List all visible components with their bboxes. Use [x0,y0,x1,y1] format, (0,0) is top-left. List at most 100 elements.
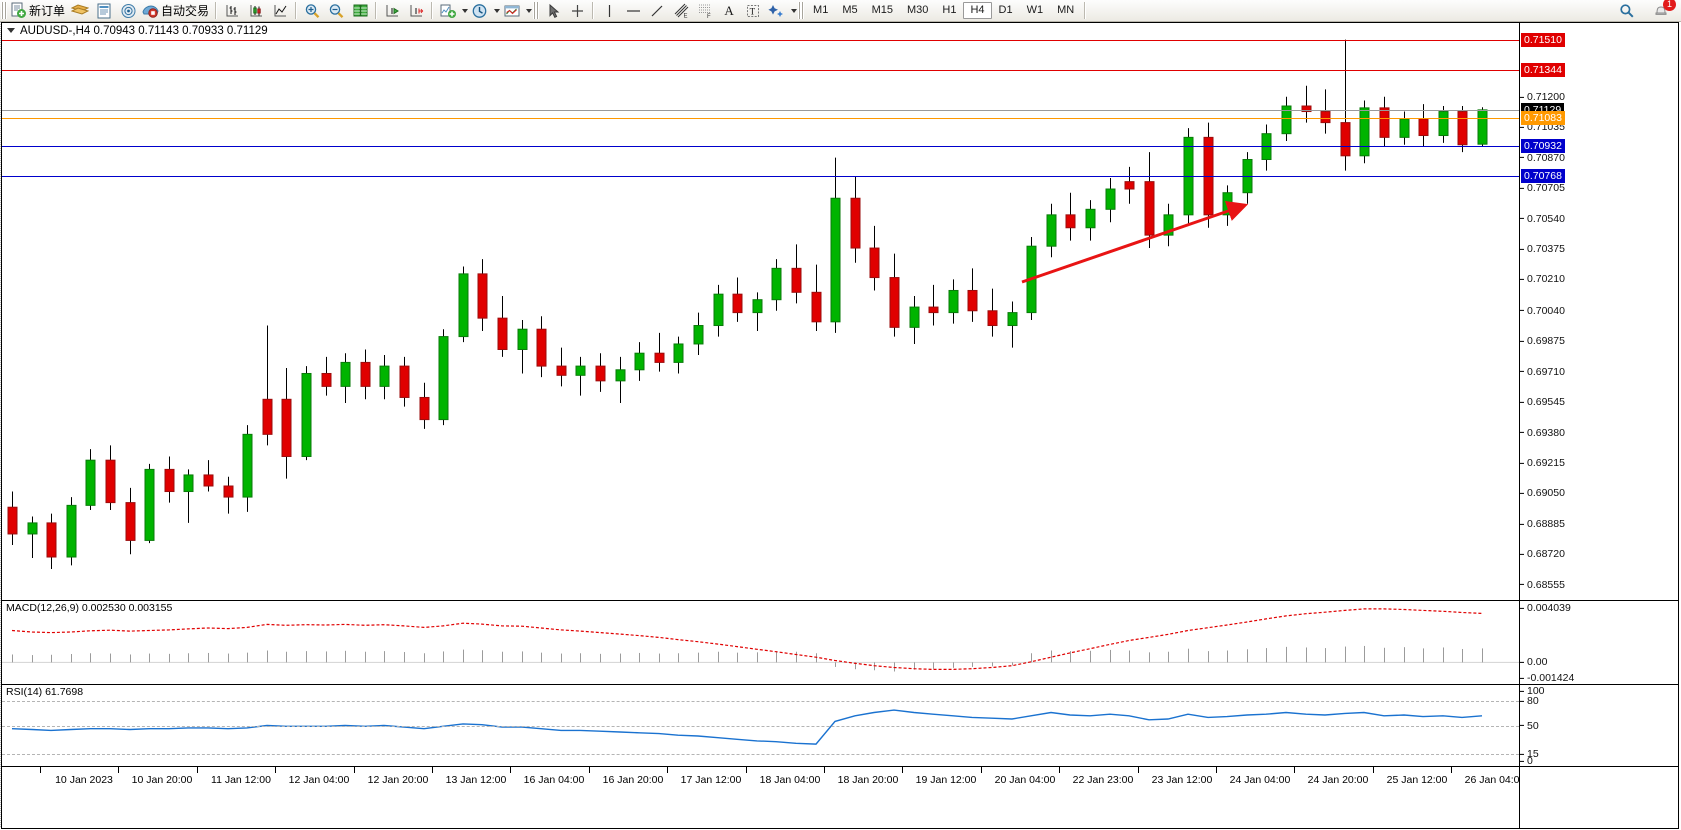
toolbar-separator [295,2,298,19]
equidistant-channel-icon: E [674,3,689,19]
crosshair-button[interactable] [565,1,589,20]
macd-scale[interactable]: 0.004039 0.00 -0.001424 [1519,601,1678,684]
rsi-tick: 0 [1520,755,1533,766]
macd-pane: 0.004039 0.00 -0.001424 MACD(12,26,9) 0.00… [2,601,1678,685]
objects-dropdown-arrow[interactable] [791,8,798,13]
new-order-icon [11,2,26,18]
rsi-scale[interactable]: 100 80 50 15 0 [1519,685,1678,766]
time-tick [432,767,433,773]
chart-title: AUDUSD-,H4 0.70943 0.71143 0.70933 0.711… [7,25,268,37]
timeframe-m5[interactable]: M5 [842,4,858,16]
rsi-series [11,709,1483,745]
zoom-out-button[interactable] [324,1,348,20]
timeframe-m1[interactable]: M1 [813,4,829,16]
macd-tick: 0.00 [1520,656,1547,668]
bar-chart-button[interactable] [220,1,244,20]
price-tag-support[interactable]: 0.70932 [1521,139,1565,154]
navigator-button[interactable] [116,1,140,20]
alert-button[interactable]: 1 [1649,0,1676,20]
level-line-support[interactable] [2,146,1519,148]
indicators-button[interactable] [436,1,460,20]
candlestick-chart-button[interactable] [244,1,268,20]
timeframe-w1[interactable]: W1 [1026,4,1044,16]
indicators-icon [440,4,457,18]
level-line-resistance[interactable] [2,39,1519,41]
shift-end-button[interactable] [380,1,404,20]
autotrading-icon [142,4,159,18]
timeframe-m30[interactable]: M30 [907,4,929,16]
vline-button[interactable] [597,1,621,20]
price-scale[interactable]: 0.71200 0.71035 0.70870 0.70705 0.70540 0.703… [1519,23,1678,600]
cursor-icon [549,3,559,18]
search-button[interactable] [1615,1,1639,20]
text-button[interactable]: A [717,1,741,20]
indicators-dropdown-arrow[interactable] [462,8,469,13]
price-tick: 0.70040 [1520,305,1565,317]
tile-windows-icon [353,4,368,16]
toolbar-grip[interactable] [1,2,7,19]
new-order-button[interactable]: 新订单 [9,1,68,20]
time-axis[interactable]: 10 Jan 2023 10 Jan 20:00 11 Jan 12:00 12 Ja… [2,767,1519,828]
profiles-button[interactable] [68,1,92,20]
level-line-support[interactable] [2,176,1519,178]
zoom-in-button[interactable] [300,1,324,20]
level-line-resistance[interactable] [2,70,1519,72]
timeframe-m15[interactable]: M15 [871,4,893,16]
period-dropdown-arrow[interactable] [494,8,501,13]
time-label: 20 Jan 04:00 [994,774,1056,786]
trendline-icon [651,5,662,16]
templates-button[interactable] [500,1,524,20]
timeframe-mn[interactable]: MN [1057,4,1075,16]
rsi-tick: 80 [1520,695,1539,707]
level-line-current-price[interactable] [2,109,1519,111]
tile-windows-button[interactable] [348,1,372,20]
fibonacci-button[interactable]: F [693,1,717,20]
toolbar-grip-3[interactable] [798,2,805,19]
macd-tick: -0.001424 [1520,672,1574,684]
svg-text:F: F [707,14,711,19]
trend-arrow-annotation[interactable] [2,23,1519,600]
price-tick: 0.69215 [1520,457,1565,469]
auto-scroll-button[interactable] [404,1,428,20]
hline-button[interactable] [621,1,645,20]
autotrading-button[interactable]: 自动交易 [140,1,212,20]
time-tick [354,767,355,773]
price-tag-resistance[interactable]: 0.71510 [1521,32,1565,47]
price-tag-resistance[interactable]: 0.71344 [1521,63,1565,78]
toolbar-grip-2[interactable] [533,2,540,19]
timeframe-h1[interactable]: H1 [942,4,957,16]
price-tag-pending-order[interactable]: 0.71083 [1521,111,1565,126]
rsi-tick: 100 [1520,685,1545,697]
market-watch-button[interactable] [92,1,116,20]
alert-bell-icon [1655,6,1666,15]
equidistant-channel-button[interactable]: E [669,1,693,20]
chart-menu-caret-icon[interactable] [7,28,15,34]
price-tick: 0.68555 [1520,579,1565,591]
time-label: 22 Jan 23:00 [1072,774,1134,786]
zoom-in-icon [305,3,319,18]
alert-count-badge: 1 [1663,0,1676,11]
period-button[interactable] [468,1,492,20]
trendline-button[interactable] [645,1,669,20]
label-button[interactable]: T [741,1,765,20]
price-tag-support[interactable]: 0.70768 [1521,169,1565,184]
time-tick [667,767,668,773]
level-line-pending-order[interactable] [2,118,1519,120]
macd-plot-area[interactable] [2,601,1519,684]
templates-dropdown-arrow[interactable] [526,8,533,13]
period-icon [472,3,487,18]
toolbar-right-group: 1 [1615,0,1681,20]
time-tick [197,767,198,773]
rsi-plot-area[interactable] [2,685,1519,766]
toolbar-separator [375,2,378,19]
bar-chart-icon [226,4,238,16]
timeframe-d1[interactable]: D1 [998,4,1013,16]
cursor-button[interactable] [541,1,565,20]
time-tick [1138,767,1139,773]
objects-button[interactable] [765,1,789,20]
timeframe-h4[interactable]: H4 [963,2,992,19]
rsi-level-80 [2,701,1519,703]
line-chart-button[interactable] [268,1,292,20]
price-plot-area[interactable] [2,23,1519,600]
time-label: 24 Jan 04:00 [1229,774,1291,786]
